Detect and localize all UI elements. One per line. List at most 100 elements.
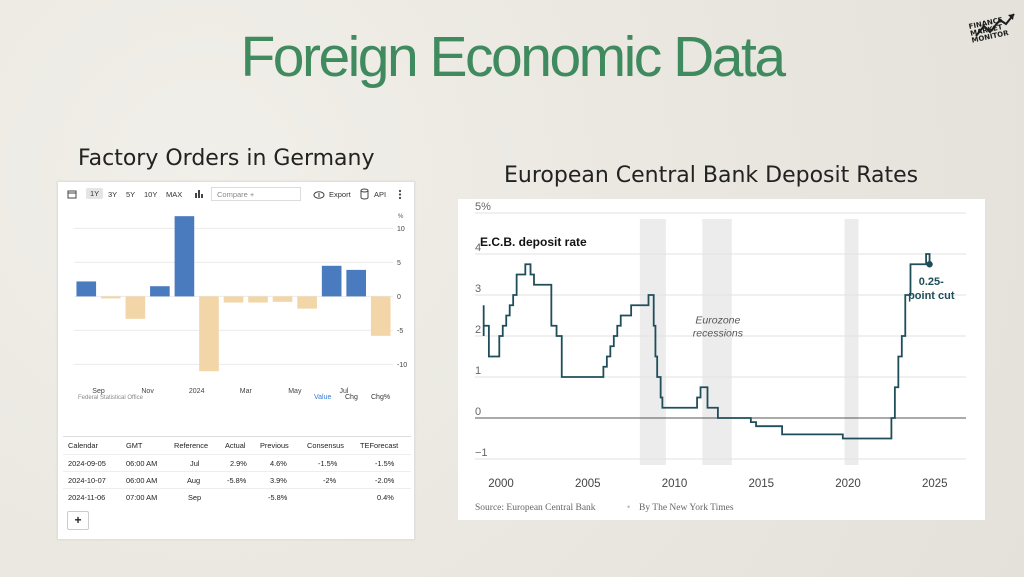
range-5y-button[interactable]: 5Y (126, 190, 136, 199)
cell-previous: -5.8% (268, 493, 288, 502)
bar (370, 296, 391, 336)
x-tick-label: 2015 (748, 478, 774, 490)
y-tick-label: -5 (397, 328, 403, 335)
ecb-rate-chart: 5% 4 3 2 1 0 −1 2000 2005 2010 2015 2020 2025 Eurozon… (475, 201, 966, 513)
bar (100, 296, 121, 299)
range-3y-button[interactable]: 3Y (108, 190, 118, 199)
col-gmt: GMT (126, 441, 143, 450)
bar (346, 269, 367, 297)
range-10y-button[interactable]: 10Y (144, 190, 158, 199)
col-reference: Reference (174, 441, 209, 450)
calendar-table: Calendar GMT Reference Actual Previous C… (63, 436, 411, 502)
y-tick-label: -10 (397, 362, 407, 369)
y-tick-label: 10 (397, 226, 405, 233)
cell-date: 2024-11-06 (68, 493, 106, 502)
x-tick-label: 2025 (922, 478, 948, 490)
recession-band (639, 219, 666, 465)
bar (150, 286, 170, 297)
bar (297, 296, 317, 309)
x-tick-label: 2010 (662, 478, 688, 490)
y-tick-label: 5% (475, 201, 491, 213)
factory-orders-widget: 1Y 3Y 5Y 10Y MAX Compare + Export API 10… (57, 181, 415, 540)
x-tick-label: Sep (92, 388, 105, 395)
col-actual: Actual (225, 441, 246, 450)
range-1y-button[interactable]: 1Y (86, 188, 104, 199)
cell-gmt: 07:00 AM (126, 493, 158, 502)
compare-input[interactable]: Compare + (211, 187, 301, 201)
database-icon[interactable] (360, 188, 369, 200)
y-tick-label: 4 (475, 242, 481, 254)
x-tick-label: Mar (240, 388, 253, 395)
right-chart-title: European Central Bank Deposit Rates (504, 163, 919, 188)
y-tick-label: 0 (475, 406, 481, 418)
bar (248, 296, 268, 303)
cell-forecast: -1.5% (375, 459, 395, 468)
recession-band (702, 219, 732, 465)
byline-label: By The New York Times (639, 503, 734, 513)
rate-line (482, 253, 931, 440)
y-tick-label: 3 (475, 283, 481, 295)
col-previous: Previous (260, 441, 289, 450)
ecb-rates-chart-card: 5% 4 3 2 1 0 −1 2000 2005 2010 2015 2020 2025 Eurozon… (458, 199, 985, 520)
source-label: Source: European Central Bank (475, 503, 596, 513)
cell-consensus: -1.5% (318, 459, 338, 468)
range-max-button[interactable]: MAX (166, 190, 183, 199)
unit-label: % (398, 214, 404, 220)
cell-consensus: -2% (323, 476, 337, 485)
y-tick-label: 5 (397, 260, 401, 267)
cell-previous: 4.6% (270, 459, 287, 468)
view-value-button[interactable]: Value (314, 394, 331, 401)
y-tick-label: −1 (475, 447, 488, 459)
table-row[interactable]: 2024-11-06 07:00 AM Sep -5.8% 0.4% (63, 488, 411, 506)
bar (272, 296, 293, 302)
bar (199, 296, 219, 372)
cell-date: 2024-09-05 (68, 459, 106, 468)
table-header-row: Calendar GMT Reference Actual Previous C… (63, 437, 411, 454)
x-tick-label: Jul (339, 388, 348, 395)
export-button[interactable]: Export (329, 190, 351, 199)
cell-forecast: 0.4% (377, 493, 394, 502)
cell-actual: 2.9% (230, 459, 247, 468)
view-chgpct-button[interactable]: Chg% (371, 394, 390, 401)
x-tick-label: 2024 (189, 388, 205, 395)
cell-previous: 3.9% (270, 476, 287, 485)
separator-dot: • (627, 502, 630, 512)
col-teforecast: TEForecast (360, 441, 399, 450)
table-row[interactable]: 2024-10-07 06:00 AM Aug -5.8% 3.9% -2% -… (63, 471, 411, 489)
recession-band (844, 219, 859, 465)
cell-date: 2024-10-07 (68, 476, 106, 485)
table-row[interactable]: 2024-09-05 06:00 AM Jul 2.9% 4.6% -1.5% … (63, 454, 411, 472)
chart-arrow-icon (975, 13, 1015, 37)
add-row-button[interactable]: + (67, 511, 89, 530)
api-button[interactable]: API (374, 190, 387, 199)
x-tick-label: 2000 (488, 478, 514, 490)
bar-chart-icon[interactable] (194, 189, 204, 199)
chart-inner-title: E.C.B. deposit rate (480, 235, 587, 249)
cell-gmt: 06:00 AM (126, 459, 158, 468)
calendar-icon[interactable] (67, 189, 77, 199)
cut-annotation: 0.25-point cut (908, 276, 955, 302)
cloud-download-icon[interactable] (313, 190, 325, 199)
chart-toolbar: 1Y 3Y 5Y 10Y MAX Compare + Export API (58, 182, 414, 208)
col-calendar: Calendar (68, 441, 98, 450)
y-tick-label: 2 (475, 324, 481, 336)
latest-point (926, 261, 933, 268)
brand-logo: FINANCE MARKET MONITOR (968, 12, 1018, 52)
more-vertical-icon[interactable] (398, 189, 402, 200)
bar (125, 296, 146, 319)
source-label: Federal Statistical Office (78, 395, 144, 401)
cell-gmt: 06:00 AM (126, 476, 158, 485)
x-tick-label: May (288, 388, 302, 395)
factory-orders-chart: 10 5 0 -5 -10 Sep Nov 2024 Mar May Jul % Federal S… (74, 214, 407, 401)
bar (223, 296, 244, 303)
bar (321, 265, 342, 297)
x-tick-label: Nov (141, 388, 154, 395)
cell-reference: Aug (187, 476, 201, 485)
cell-reference: Jul (190, 459, 200, 468)
view-chg-button[interactable]: Chg (345, 394, 358, 401)
bar (174, 216, 195, 297)
y-tick-label: 1 (475, 365, 481, 377)
x-tick-label: 2005 (575, 478, 601, 490)
cell-actual: -5.8% (227, 476, 247, 485)
cell-reference: Sep (188, 493, 202, 502)
